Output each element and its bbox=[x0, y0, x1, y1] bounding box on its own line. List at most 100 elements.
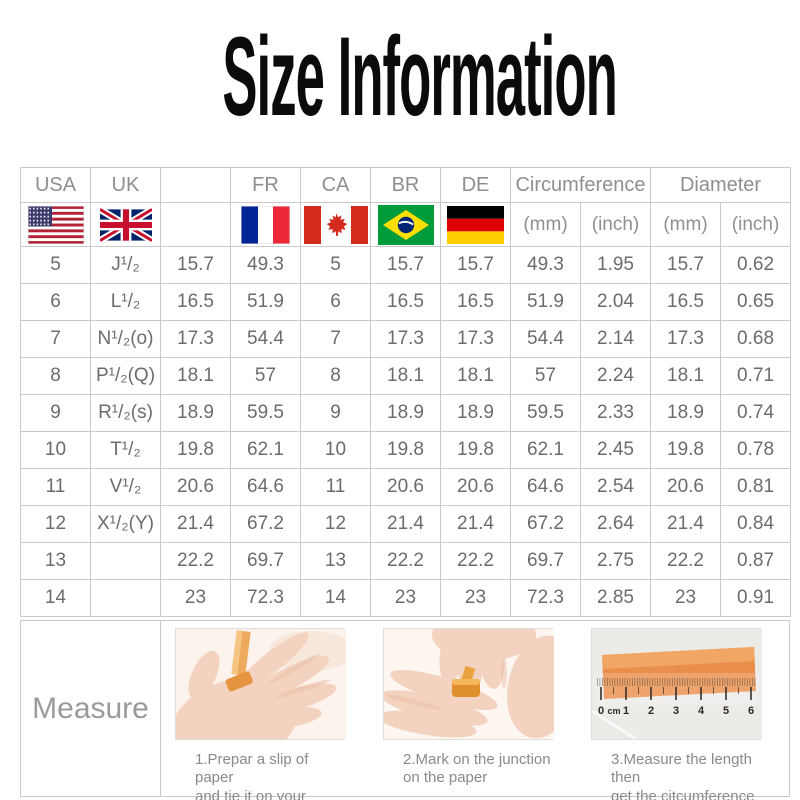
table-cell: 62.1 bbox=[510, 431, 581, 469]
header-fr: FR bbox=[230, 167, 301, 203]
table-cell: 51.9 bbox=[230, 283, 301, 321]
measure-step-2: 2.Mark on the junction on the paper bbox=[383, 628, 554, 796]
table-row: 12 X¹/₂(Y) 21.4 67.2 12 21.4 21.4 67.2 2… bbox=[20, 505, 792, 543]
table-cell: 23 bbox=[650, 579, 722, 617]
header-uk: UK bbox=[90, 167, 161, 203]
measure-label: Measure bbox=[32, 691, 149, 725]
table-row: 7 N¹/₂(o) 17.3 54.4 7 17.3 17.3 54.4 2.1… bbox=[20, 320, 792, 358]
header-diameter-inch: (inch) bbox=[720, 202, 792, 247]
table-cell: 0.68 bbox=[720, 320, 792, 358]
table-cell: 54.4 bbox=[510, 320, 581, 358]
brazil-flag-icon bbox=[377, 204, 434, 245]
table-cell: 23 bbox=[160, 579, 231, 617]
measure-section: Measure bbox=[20, 620, 790, 800]
table-cell: 19.8 bbox=[440, 431, 511, 469]
table-cell: 2.14 bbox=[579, 320, 652, 358]
table-cell: 0.87 bbox=[720, 542, 792, 580]
table-cell: 22.2 bbox=[650, 542, 722, 580]
flag-cell-de bbox=[440, 202, 511, 247]
measure-step-3-caption: 3.Measure the length then get the citcum… bbox=[611, 751, 761, 800]
caption-line: and tie it on your finger bbox=[195, 787, 306, 800]
table-cell: 1.95 bbox=[579, 246, 652, 284]
table-cell: 13 bbox=[20, 542, 91, 580]
table-cell: R¹/₂(s) bbox=[90, 394, 161, 432]
table-cell: 0.81 bbox=[720, 468, 792, 506]
table-cell: 11 bbox=[20, 468, 91, 506]
table-cell: 19.8 bbox=[160, 431, 231, 469]
table-cell: X¹/₂(Y) bbox=[90, 505, 161, 543]
ruler-number: 5 bbox=[723, 705, 729, 717]
ruler-number: 2 bbox=[648, 705, 654, 717]
table-cell: 5 bbox=[300, 246, 371, 284]
table-cell: 17.3 bbox=[160, 320, 231, 358]
caption-line: on the paper bbox=[403, 769, 488, 787]
table-cell: 20.6 bbox=[440, 468, 511, 506]
table-cell: V¹/₂ bbox=[90, 468, 161, 506]
table-cell: 17.3 bbox=[650, 320, 722, 358]
table-cell: 0.74 bbox=[720, 394, 792, 432]
table-cell: 19.8 bbox=[370, 431, 441, 469]
table-cell: 2.33 bbox=[579, 394, 652, 432]
header-diameter-mm: (mm) bbox=[650, 202, 722, 247]
table-row: 11 V¹/₂ 20.6 64.6 11 20.6 20.6 64.6 2.54… bbox=[20, 468, 792, 506]
table-cell: 2.54 bbox=[579, 468, 652, 506]
table-cell: 8 bbox=[300, 357, 371, 395]
header-usa: USA bbox=[20, 167, 91, 203]
uk-flag-icon bbox=[99, 206, 152, 243]
table-cell bbox=[90, 542, 161, 580]
table-cell: 7 bbox=[300, 320, 371, 358]
table-cell: 22.2 bbox=[160, 542, 231, 580]
flag-cell-usa bbox=[20, 202, 91, 247]
table-cell: 10 bbox=[20, 431, 91, 469]
caption-line: 2.Mark on the junction bbox=[403, 751, 551, 768]
flag-cell-br bbox=[370, 202, 441, 247]
header-br: BR bbox=[370, 167, 441, 203]
table-cell: L¹/₂ bbox=[90, 283, 161, 321]
table-cell: 10 bbox=[300, 431, 371, 469]
table-cell: T¹/₂ bbox=[90, 431, 161, 469]
header-circumference-inch: (inch) bbox=[579, 202, 652, 247]
table-cell: 6 bbox=[20, 283, 91, 321]
ruler-number: 4 bbox=[698, 705, 705, 717]
table-cell: 14 bbox=[300, 579, 371, 617]
ruler-number: 0 bbox=[598, 705, 604, 717]
table-cell: 2.64 bbox=[579, 505, 652, 543]
table-cell: 16.5 bbox=[160, 283, 231, 321]
table-cell bbox=[90, 579, 161, 617]
table-cell: 6 bbox=[300, 283, 371, 321]
table-cell: 72.3 bbox=[510, 579, 581, 617]
hand-with-paper-strip-photo bbox=[176, 629, 346, 739]
table-cell: 18.1 bbox=[650, 357, 722, 395]
table-cell: 22.2 bbox=[440, 542, 511, 580]
table-cell: N¹/₂(o) bbox=[90, 320, 161, 358]
caption-line: get the citcumference bbox=[611, 787, 755, 800]
table-cell: 21.4 bbox=[650, 505, 722, 543]
measure-step-3: 0 cm 1 2 3 4 5 6 3.Measure the length th… bbox=[591, 628, 762, 800]
ruler-unit-label: cm bbox=[607, 706, 620, 716]
table-cell: 0.71 bbox=[720, 357, 792, 395]
table-cell: 21.4 bbox=[440, 505, 511, 543]
flag-cell-uk bbox=[90, 202, 161, 247]
table-cell: 57 bbox=[230, 357, 301, 395]
table-cell: 67.2 bbox=[510, 505, 581, 543]
ruler-measurement-photo: 0 cm 1 2 3 4 5 6 bbox=[592, 629, 762, 739]
canada-flag-icon bbox=[303, 205, 368, 244]
table-cell: 2.04 bbox=[579, 283, 652, 321]
table-cell: 2.85 bbox=[579, 579, 652, 617]
mark-on-paper-photo bbox=[384, 629, 554, 739]
ruler-number: 6 bbox=[748, 705, 754, 717]
table-cell: 19.8 bbox=[650, 431, 722, 469]
table-cell: 51.9 bbox=[510, 283, 581, 321]
table-cell: 21.4 bbox=[160, 505, 231, 543]
table-row: 13 22.2 69.7 13 22.2 22.2 69.7 2.75 22.2… bbox=[20, 542, 792, 580]
table-cell: 64.6 bbox=[510, 468, 581, 506]
table-cell: 16.5 bbox=[650, 283, 722, 321]
table-cell: 54.4 bbox=[230, 320, 301, 358]
table-cell: 0.65 bbox=[720, 283, 792, 321]
table-cell: 0.84 bbox=[720, 505, 792, 543]
table-row: 5 J¹/₂ 15.7 49.3 5 15.7 15.7 49.3 1.95 1… bbox=[20, 246, 792, 284]
table-cell: 7 bbox=[20, 320, 91, 358]
table-cell: 49.3 bbox=[510, 246, 581, 284]
table-cell: 18.1 bbox=[160, 357, 231, 395]
table-cell: 69.7 bbox=[230, 542, 301, 580]
